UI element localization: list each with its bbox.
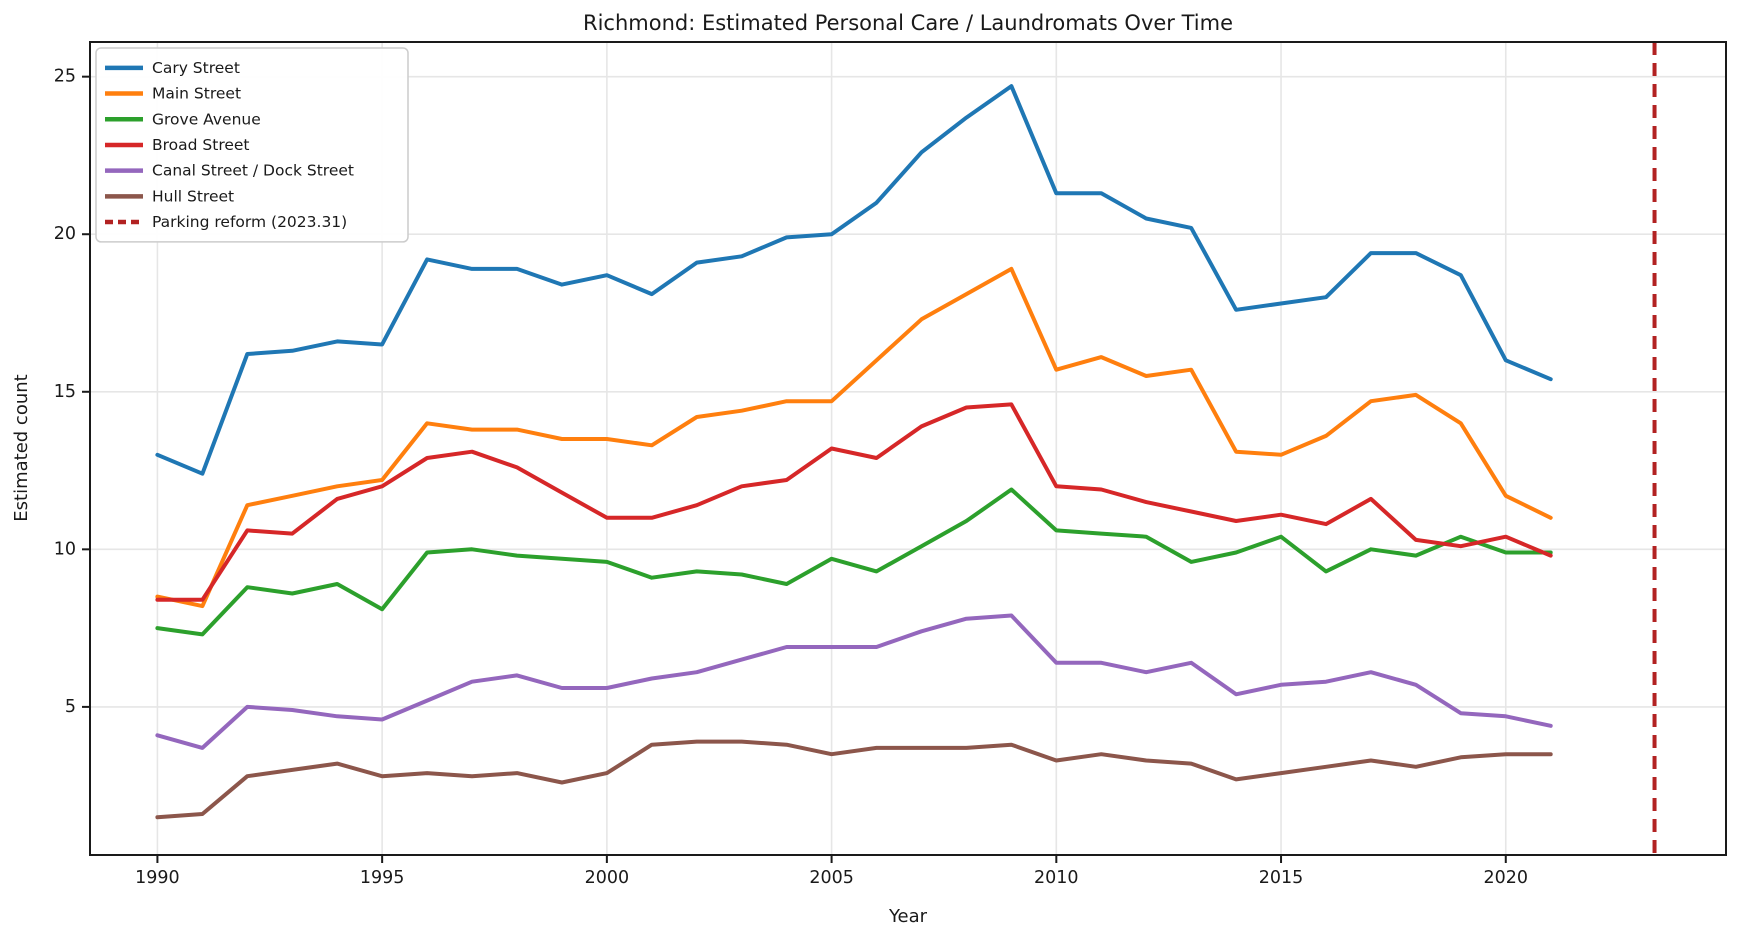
legend-label-hull-street: Hull Street xyxy=(152,187,234,205)
legend-label-broad-street: Broad Street xyxy=(152,136,250,154)
y-axis-label: Estimated count xyxy=(11,374,32,521)
legend: Cary Street Main Street Grove Avenue Broad … xyxy=(95,47,409,243)
y-tick-label-10: 10 xyxy=(54,539,76,559)
legend-label-cary-street: Cary Street xyxy=(152,59,240,77)
legend-item-hull-street: Hull Street xyxy=(105,187,234,205)
legend-box xyxy=(95,47,409,243)
legend-label-parking-reform-2023-31: Parking reform (2023.31) xyxy=(152,213,347,231)
series-line-broad-street xyxy=(155,402,1553,602)
series-line-grove-avenue xyxy=(155,487,1553,637)
series-line-canal-street-dock-street xyxy=(155,613,1553,750)
legend-label-main-street: Main Street xyxy=(152,85,241,103)
legend-item-canal-street-dock-street: Canal Street / Dock Street xyxy=(105,162,354,180)
y-tick-label-25: 25 xyxy=(54,67,76,87)
axes-layer: 1990 1995 2000 2005 2010 2015 2020 5 10 15 20 25 xyxy=(54,41,1727,888)
legend-item-grove-avenue: Grove Avenue xyxy=(105,110,261,128)
legend-item-main-street: Main Street xyxy=(105,85,241,103)
legend-label-grove-avenue: Grove Avenue xyxy=(152,110,261,128)
chart-title: Richmond: Estimated Personal Care / Laun… xyxy=(583,11,1233,35)
legend-item-cary-street: Cary Street xyxy=(105,59,240,77)
plot-border xyxy=(89,41,1727,856)
x-axis-label: Year xyxy=(888,906,928,927)
x-tick-label-2020: 2020 xyxy=(1483,868,1528,888)
x-tick-label-1990: 1990 xyxy=(135,868,180,888)
y-tick-label-15: 15 xyxy=(54,382,76,402)
legend-item-broad-street: Broad Street xyxy=(105,136,250,154)
x-tick-label-2000: 2000 xyxy=(585,868,630,888)
legend-label-canal-street-dock-street: Canal Street / Dock Street xyxy=(152,162,354,180)
y-tick-label-5: 5 xyxy=(65,697,76,717)
series-line-main-street xyxy=(155,266,1553,609)
series-line-hull-street xyxy=(155,739,1553,820)
y-tick-label-20: 20 xyxy=(54,224,76,244)
x-tick-label-1995: 1995 xyxy=(360,868,405,888)
series-line-cary-street xyxy=(155,84,1553,476)
x-tick-label-2005: 2005 xyxy=(809,868,854,888)
legend-item-parking-reform-2023-31: Parking reform (2023.31) xyxy=(105,213,347,231)
series-layer xyxy=(155,42,1657,855)
x-tick-label-2010: 2010 xyxy=(1034,868,1079,888)
x-tick-label-2015: 2015 xyxy=(1259,868,1304,888)
